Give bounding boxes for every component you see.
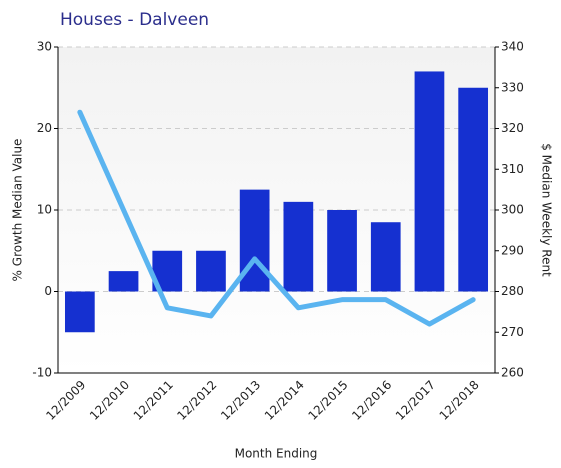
y-tick-label: 10 — [37, 203, 52, 217]
line — [77, 109, 476, 327]
y2-tick-label: 280 — [501, 284, 524, 298]
y2-tick-label: 330 — [501, 80, 524, 94]
chart-title: Houses - Dalveen — [60, 10, 209, 30]
bar — [327, 210, 357, 292]
bar — [196, 250, 226, 292]
y-tick-label: 0 — [44, 284, 52, 298]
bar — [64, 291, 95, 333]
x-tick-label: 12/2017 — [393, 378, 438, 423]
bar — [414, 71, 445, 292]
x-tick-label: 12/2016 — [349, 378, 394, 423]
y2-tick-label: 320 — [501, 121, 524, 135]
y2-tick-label: 270 — [501, 325, 524, 339]
x-axis-label: Month Ending — [235, 447, 318, 461]
x-tick-label: 12/2010 — [87, 378, 132, 423]
bar — [370, 222, 401, 292]
bar — [458, 87, 489, 292]
x-tick-label: 12/2012 — [174, 378, 219, 423]
x-tick-label: 12/2013 — [218, 378, 263, 423]
y-tick-label: 20 — [37, 121, 52, 135]
y2-tick-label: 260 — [501, 366, 524, 380]
bar — [108, 271, 139, 292]
y2-tick-label: 310 — [501, 162, 524, 176]
bar — [283, 201, 314, 292]
y-axis-label: % Growth Median Value — [11, 139, 25, 282]
y2-tick-label: 340 — [501, 40, 524, 54]
y2-tick-label: 290 — [501, 243, 524, 257]
y2-axis-label: $ Median Weekly Rent — [540, 143, 554, 277]
x-tick-label: 12/2015 — [305, 378, 350, 423]
y-tick-label: 30 — [37, 40, 52, 54]
x-tick-label: 12/2014 — [262, 378, 307, 423]
x-tick-label: 12/2009 — [43, 378, 88, 423]
y2-tick-label: 300 — [501, 203, 524, 217]
x-tick-label: 12/2018 — [437, 378, 482, 423]
y-tick-label: -10 — [32, 366, 52, 380]
x-tick-label: 12/2011 — [131, 378, 176, 423]
